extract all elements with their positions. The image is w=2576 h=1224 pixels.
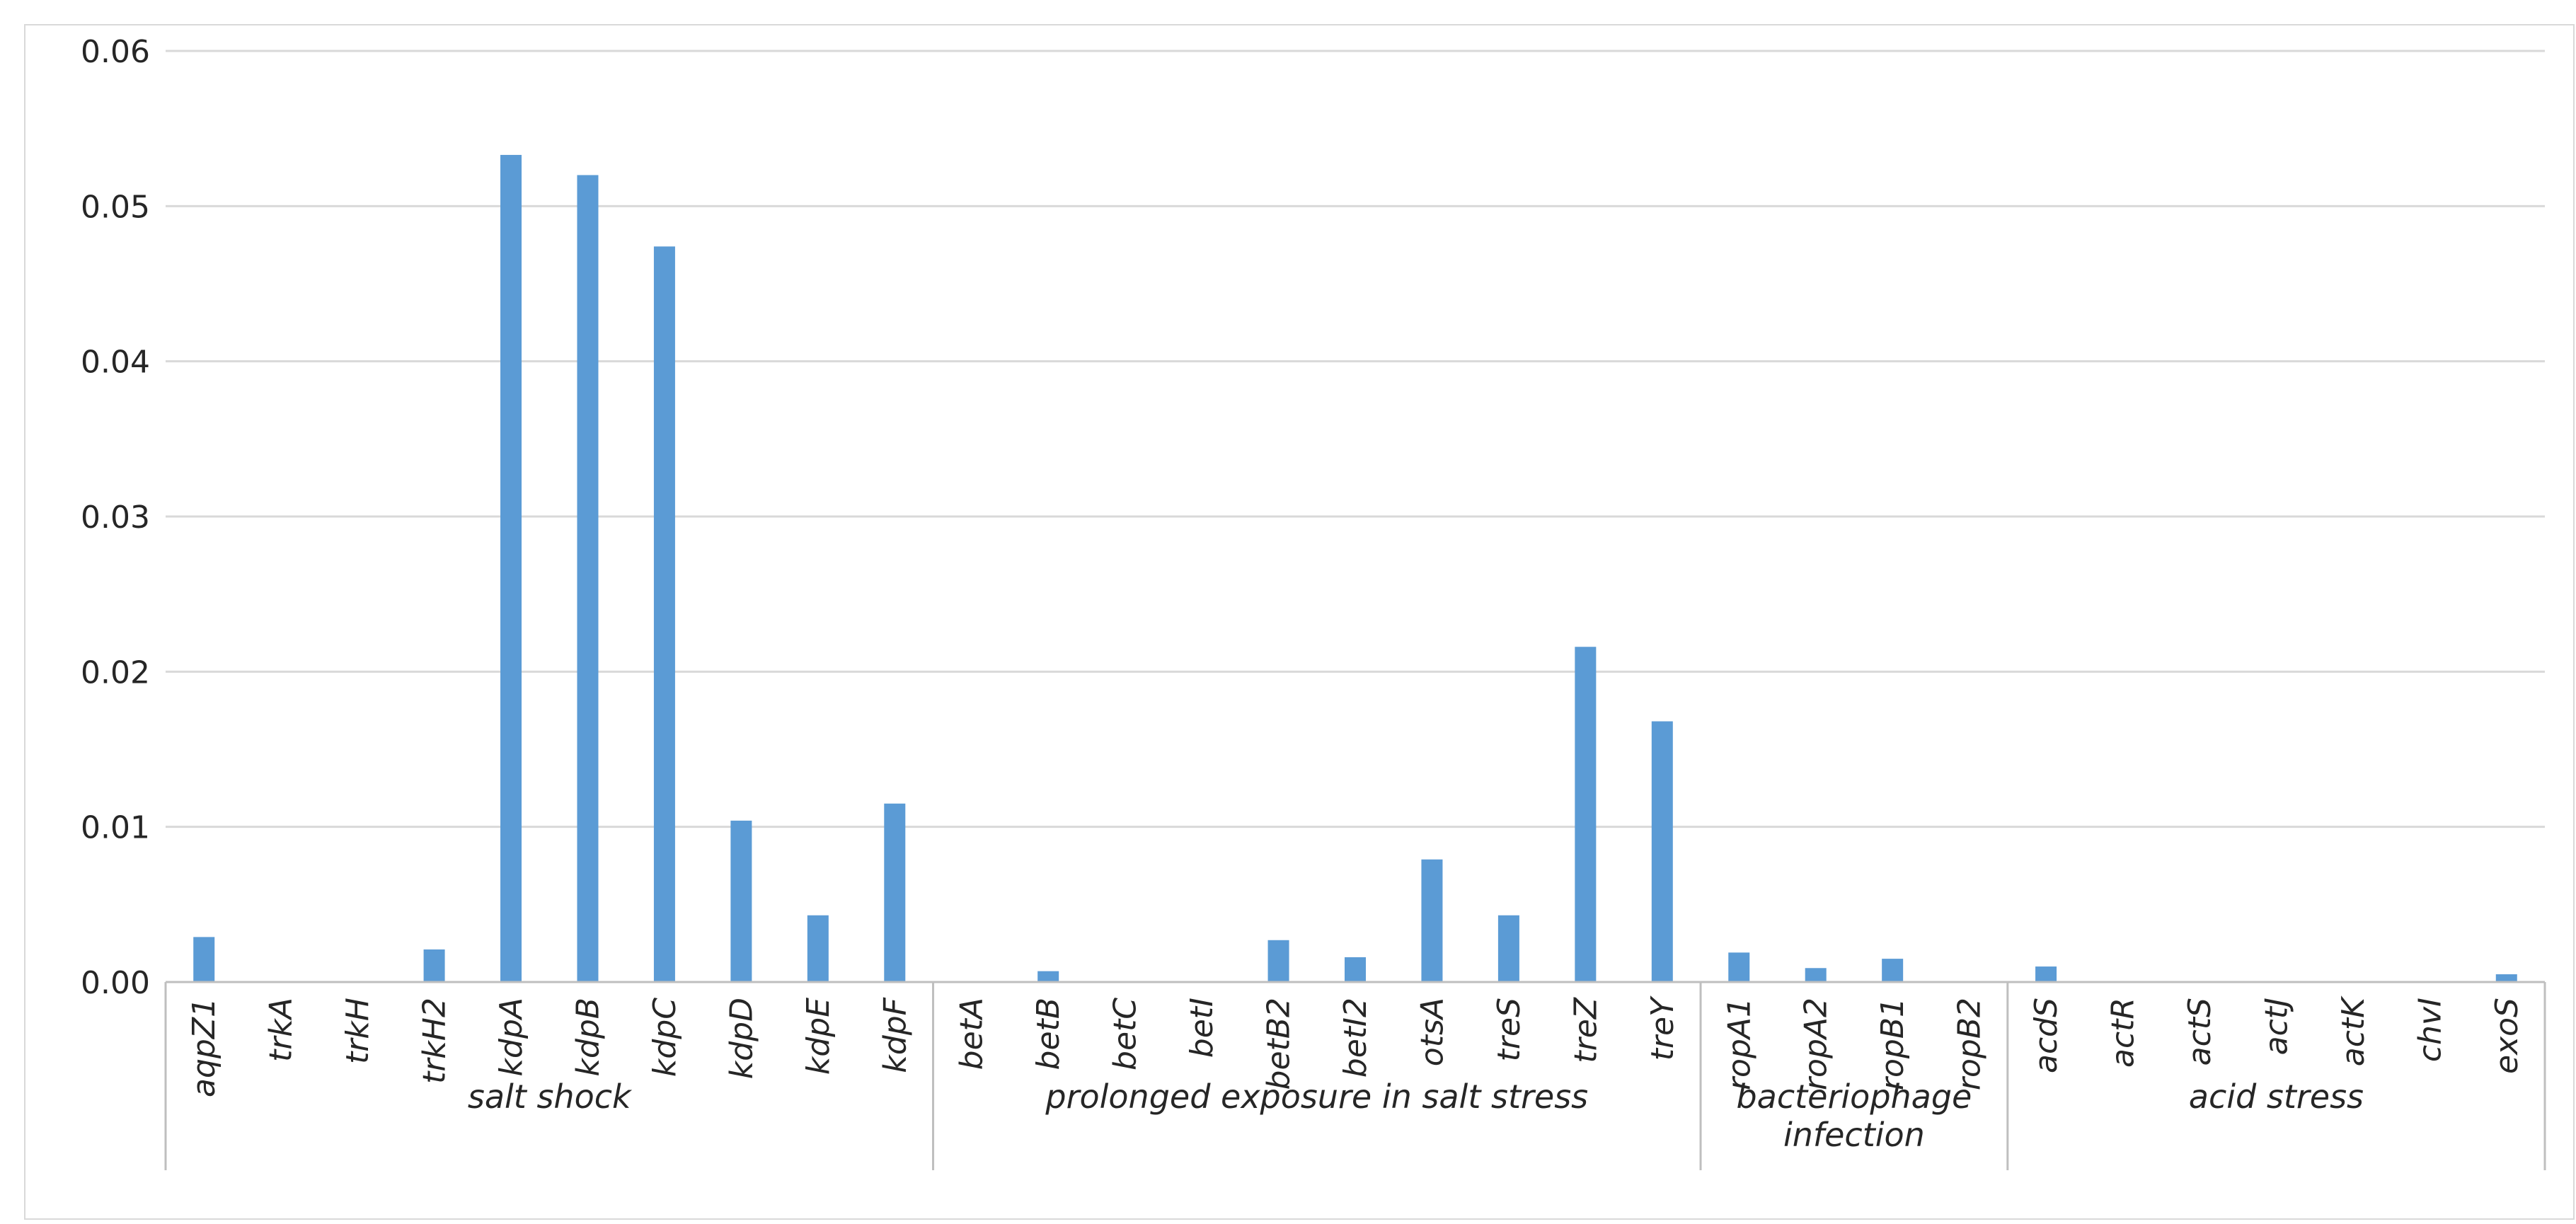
gridlines [166, 50, 2545, 828]
category-label: trkH2 [417, 998, 453, 1084]
category-label: betA [954, 998, 990, 1070]
category-label: exoS [2489, 998, 2525, 1074]
category-label: kdpA [493, 998, 529, 1076]
y-tick-label: 0.00 [81, 965, 150, 1001]
category-label: treY [1645, 995, 1681, 1061]
category-label: acdS [2028, 998, 2064, 1073]
category-label: kdpE [800, 998, 836, 1075]
category-label: trkH [340, 998, 376, 1064]
bar [1882, 959, 1904, 982]
category-label: kdpF [877, 997, 913, 1073]
category-label: kdpB [570, 998, 606, 1077]
category-label: ropA2 [1798, 998, 1834, 1090]
category-label: actK [2335, 995, 2371, 1066]
bar [1421, 859, 1443, 982]
category-label: actJ [2258, 998, 2294, 1055]
category-label: chvI [2412, 998, 2448, 1062]
y-tick-label: 0.01 [81, 810, 150, 846]
category-label: otsA [1414, 998, 1450, 1066]
group-label: salt shock [468, 1078, 633, 1116]
category-label: betC [1108, 998, 1144, 1070]
y-tick-label: 0.03 [81, 500, 150, 536]
bar [423, 949, 445, 982]
category-label: betB [1030, 998, 1066, 1070]
bar [193, 937, 215, 982]
group-label: infection [1783, 1116, 1925, 1154]
x-axis-category-labels: aqpZ1 trkA trkH trkH2 kdpA kdpB kdpC kdpD kdpE kd… [186, 995, 2525, 1097]
category-label: betI2 [1338, 998, 1374, 1078]
category-label: treZ [1568, 997, 1604, 1063]
bar [730, 820, 752, 982]
bar [884, 803, 906, 982]
category-label: actR [2105, 998, 2141, 1068]
category-label: aqpZ1 [186, 998, 222, 1097]
bar [1345, 957, 1366, 982]
bar [2495, 974, 2517, 982]
bar [653, 246, 675, 982]
category-label: ropA1 [1721, 998, 1757, 1090]
category-label: trkA [263, 998, 299, 1062]
bar-chart: 0.00 0.01 0.02 0.03 0.04 0.05 0.06 aqpZ1 trkA tr… [81, 34, 2546, 1170]
category-label: betB2 [1261, 998, 1297, 1090]
category-label: ropB1 [1875, 998, 1911, 1090]
category-label: betI [1184, 998, 1220, 1058]
category-label: ropB2 [1952, 998, 1988, 1090]
group-label: bacteriophage [1736, 1078, 1972, 1116]
category-label: treS [1491, 998, 1527, 1061]
y-tick-label: 0.05 [81, 189, 150, 225]
bar [807, 915, 829, 982]
bar [1575, 647, 1597, 982]
category-label: kdpD [723, 998, 759, 1079]
bar [1728, 952, 1750, 982]
group-label: prolonged exposure in salt stress [1045, 1078, 1588, 1116]
x-axis [164, 981, 2546, 1170]
category-label: actS [2182, 998, 2218, 1066]
bar [500, 154, 522, 982]
category-label: kdpC [647, 998, 683, 1077]
bars [193, 154, 2517, 982]
bar [1497, 915, 1519, 982]
chart-frame: 0.00 0.01 0.02 0.03 0.04 0.05 0.06 aqpZ1 trkA tr… [24, 24, 2575, 1220]
y-tick-label: 0.04 [81, 345, 150, 381]
y-tick-label: 0.02 [81, 654, 150, 691]
bar [1037, 971, 1059, 982]
bar [1651, 721, 1673, 982]
y-axis-ticks: 0.00 0.01 0.02 0.03 0.04 0.05 0.06 [81, 34, 150, 1001]
bar [1805, 968, 1827, 982]
bar [1267, 940, 1289, 982]
group-label: acid stress [2189, 1078, 2364, 1116]
y-tick-label: 0.06 [81, 34, 150, 70]
bar [2035, 966, 2057, 982]
x-axis-group-labels: salt shock prolonged exposure in salt str… [468, 1078, 2364, 1154]
bar [577, 175, 599, 982]
